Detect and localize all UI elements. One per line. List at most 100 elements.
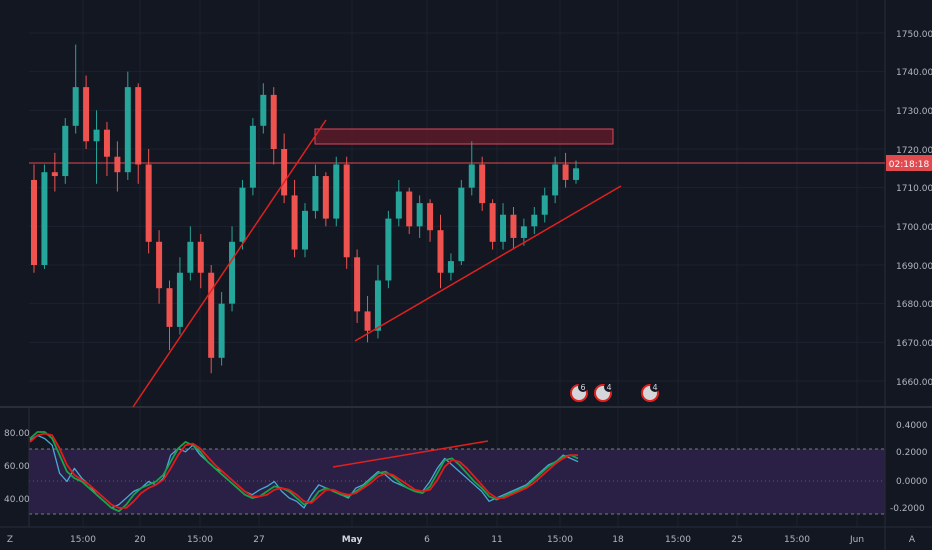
- time-tick: 18: [612, 535, 624, 545]
- time-tick: 15:00: [547, 535, 573, 545]
- price-tick: 1700.000: [896, 223, 932, 233]
- event-badge-3-count: 4: [652, 383, 657, 392]
- price-tick: 1670.000: [896, 339, 932, 349]
- candle-body: [291, 195, 298, 250]
- candle-body: [176, 272, 183, 327]
- candle-body: [364, 311, 371, 331]
- candle-body: [103, 129, 110, 157]
- time-tick: 15:00: [665, 535, 691, 545]
- candle-body: [395, 191, 402, 219]
- candle-body: [249, 125, 256, 188]
- candle-body: [270, 94, 277, 149]
- candle-body: [500, 214, 507, 242]
- time-tick: 27: [253, 535, 264, 545]
- candle-body: [479, 164, 486, 204]
- candle-body: [333, 164, 340, 219]
- price-tick: 1740.000: [896, 68, 932, 78]
- oscillator-series: [29, 431, 579, 513]
- time-axis[interactable]: 15:00 20 15:00 27 May 6 11 15:00 18 15:0…: [70, 535, 916, 545]
- price-tick: 1730.000: [896, 107, 932, 117]
- price-tick: 1720.000: [896, 146, 932, 156]
- osc-left-tick: 60.00: [4, 462, 30, 472]
- auto-scale-toggle[interactable]: A: [909, 535, 916, 545]
- event-badge-1[interactable]: 6: [570, 382, 588, 402]
- event-badge-2-count: 4: [606, 383, 611, 392]
- event-badge-1-count: 6: [580, 383, 585, 392]
- time-tick: 6: [424, 535, 430, 545]
- candle-body: [312, 176, 319, 211]
- event-badge-1-count-bubble: [578, 382, 588, 392]
- candle-body: [447, 261, 454, 273]
- time-tick: 15:00: [70, 535, 96, 545]
- current-price-badge: 02:18:18: [886, 155, 932, 171]
- candlestick-series: [31, 44, 579, 374]
- price-tick: 1710.000: [896, 184, 932, 194]
- osc-right-tick: -0.2000: [890, 504, 925, 514]
- candle-body: [83, 87, 90, 142]
- candle-body: [427, 203, 434, 231]
- candle-body: [552, 164, 559, 196]
- event-badge-3[interactable]: 4: [641, 382, 660, 402]
- candle-body: [239, 187, 246, 242]
- candle-body: [573, 168, 579, 180]
- time-tick: 15:00: [784, 535, 810, 545]
- oscillator-left-axis: 80.00 60.00 40.00: [4, 429, 30, 505]
- candle-body: [374, 280, 381, 331]
- candle-body: [93, 129, 100, 142]
- time-tick: 11: [491, 535, 502, 545]
- candle-body: [145, 164, 152, 242]
- candle-body: [354, 257, 361, 312]
- candle-body: [520, 226, 527, 238]
- candle-body: [541, 195, 548, 215]
- oscillator-right-axis[interactable]: 0.4000 0.2000 0.0000 -0.2000: [890, 421, 928, 514]
- current-price-badge-bg: [886, 155, 932, 171]
- candle-body: [229, 241, 236, 304]
- resistance-zone[interactable]: [314, 128, 614, 145]
- candle-body: [416, 203, 423, 227]
- candle-body: [302, 210, 308, 250]
- rising-trendline-left[interactable]: [132, 119, 327, 408]
- event-badge-3-count-bubble: [650, 382, 660, 392]
- candle-body: [166, 288, 173, 327]
- candle-body: [208, 272, 215, 358]
- osc-right-tick: 0.0000: [896, 477, 928, 487]
- time-tick: Jun: [849, 535, 864, 545]
- price-tick: 1750.000: [896, 30, 932, 40]
- price-tick: 1660.000: [896, 378, 932, 388]
- candle-body: [114, 156, 121, 173]
- osc-right-tick: 0.4000: [896, 421, 928, 431]
- candle-body: [562, 164, 569, 180]
- candle-body: [72, 87, 79, 126]
- candle-body: [62, 125, 69, 177]
- candle-body: [281, 149, 288, 196]
- oscillator-divergence-line[interactable]: [332, 440, 489, 468]
- candle-body: [51, 172, 58, 177]
- event-badges[interactable]: 6 4 4: [570, 382, 660, 402]
- event-badge-2[interactable]: 4: [594, 382, 614, 402]
- price-axis[interactable]: 1750.000 1740.000 1730.000 1720.000 1710…: [896, 30, 932, 388]
- candle-body: [260, 94, 267, 126]
- stoch-d-line: [29, 432, 578, 509]
- osc-left-tick: 80.00: [4, 429, 30, 439]
- candle-body: [343, 164, 350, 258]
- event-badge-2-count-bubble: [604, 382, 614, 392]
- candle-body: [510, 214, 517, 238]
- time-tick: 25: [731, 535, 742, 545]
- candle-body: [187, 241, 194, 273]
- osc-right-tick: 0.2000: [896, 448, 928, 458]
- ascending-support-trendline[interactable]: [354, 185, 622, 342]
- time-tick: May: [342, 535, 363, 545]
- price-tick: 1690.000: [896, 262, 932, 272]
- candle-body: [197, 241, 204, 273]
- candle-body: [437, 230, 444, 273]
- price-tick: 1680.000: [896, 300, 932, 310]
- candle-body: [385, 218, 392, 281]
- candle-body: [218, 303, 225, 358]
- corner-label[interactable]: Z: [7, 535, 13, 545]
- candle-body: [135, 87, 142, 165]
- oscillator-pane[interactable]: [29, 448, 885, 515]
- osc-left-tick: 40.00: [4, 495, 30, 505]
- time-tick: 15:00: [187, 535, 213, 545]
- candle-body: [156, 241, 163, 289]
